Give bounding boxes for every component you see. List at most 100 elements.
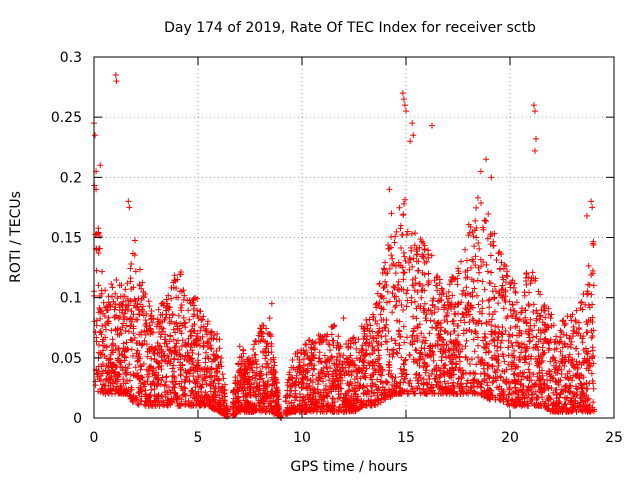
data-point <box>517 356 524 363</box>
data-point <box>146 322 153 329</box>
data-point <box>391 239 398 246</box>
data-point <box>363 390 370 397</box>
data-point <box>341 398 348 405</box>
data-point <box>580 346 587 353</box>
data-point <box>158 362 165 369</box>
data-point <box>408 299 415 306</box>
data-point <box>358 349 365 356</box>
data-point <box>400 211 407 218</box>
data-point <box>434 287 441 294</box>
data-point <box>155 364 162 371</box>
data-point <box>298 385 305 392</box>
data-point <box>416 362 423 369</box>
data-point <box>405 380 412 387</box>
data-point <box>212 355 219 362</box>
data-point <box>513 310 520 317</box>
data-point <box>97 162 104 169</box>
data-point <box>177 304 184 311</box>
data-point <box>583 357 590 364</box>
data-point <box>263 405 270 412</box>
data-point <box>140 360 147 367</box>
data-point <box>482 349 489 356</box>
data-point <box>456 353 463 360</box>
data-point <box>194 330 201 337</box>
data-point <box>123 339 130 346</box>
data-point <box>545 305 552 312</box>
data-point <box>345 382 352 389</box>
x-tick-label: 0 <box>90 430 99 446</box>
data-point <box>527 322 534 329</box>
data-point <box>137 362 144 369</box>
data-point <box>386 362 393 369</box>
data-point <box>484 268 491 275</box>
data-point <box>496 396 503 403</box>
data-point <box>95 225 102 232</box>
data-point <box>541 303 548 310</box>
data-point <box>103 326 110 333</box>
data-point <box>193 362 200 369</box>
data-point <box>129 397 136 404</box>
data-point <box>527 384 534 391</box>
data-point <box>488 269 495 276</box>
data-point <box>240 350 247 357</box>
data-point <box>454 281 461 288</box>
data-point <box>323 337 330 344</box>
data-point <box>409 263 416 270</box>
data-point <box>396 318 403 325</box>
data-point <box>463 337 470 344</box>
data-point <box>382 333 389 340</box>
data-point <box>420 334 427 341</box>
data-point <box>418 294 425 301</box>
data-point <box>130 284 137 291</box>
data-point <box>561 322 568 329</box>
data-point <box>470 278 477 285</box>
data-point <box>203 395 210 402</box>
data-point <box>378 304 385 311</box>
data-point <box>178 330 185 337</box>
data-point <box>445 380 452 387</box>
data-point <box>431 303 438 310</box>
data-point <box>177 352 184 359</box>
data-point <box>500 305 507 312</box>
data-point <box>590 327 597 334</box>
data-point <box>165 292 172 299</box>
data-point <box>113 383 120 390</box>
data-point <box>400 306 407 313</box>
data-point <box>109 284 116 291</box>
data-point <box>498 386 505 393</box>
data-point <box>242 366 249 373</box>
data-point <box>237 366 244 373</box>
data-point <box>427 353 434 360</box>
data-point <box>375 352 382 359</box>
data-point <box>467 264 474 271</box>
data-point <box>502 293 509 300</box>
data-point <box>315 332 322 339</box>
data-point <box>487 252 494 259</box>
data-point <box>185 340 192 347</box>
data-point <box>161 356 168 363</box>
data-point <box>529 327 536 334</box>
data-point <box>400 96 407 103</box>
data-point <box>449 318 456 325</box>
data-point <box>134 373 141 380</box>
data-point <box>449 352 456 359</box>
data-point <box>534 394 541 401</box>
data-point <box>511 361 518 368</box>
data-point <box>289 374 296 381</box>
data-point <box>462 290 469 297</box>
data-point <box>457 368 464 375</box>
data-point <box>225 408 232 415</box>
data-point <box>482 334 489 341</box>
data-point <box>404 334 411 341</box>
data-point <box>297 394 304 401</box>
data-point <box>365 398 372 405</box>
data-point <box>579 339 586 346</box>
data-point <box>524 400 531 407</box>
data-point <box>190 373 197 380</box>
data-point <box>383 299 390 306</box>
data-point <box>558 370 565 377</box>
data-point <box>382 324 389 331</box>
data-point <box>180 296 187 303</box>
data-point <box>108 327 115 334</box>
data-point <box>144 353 151 360</box>
